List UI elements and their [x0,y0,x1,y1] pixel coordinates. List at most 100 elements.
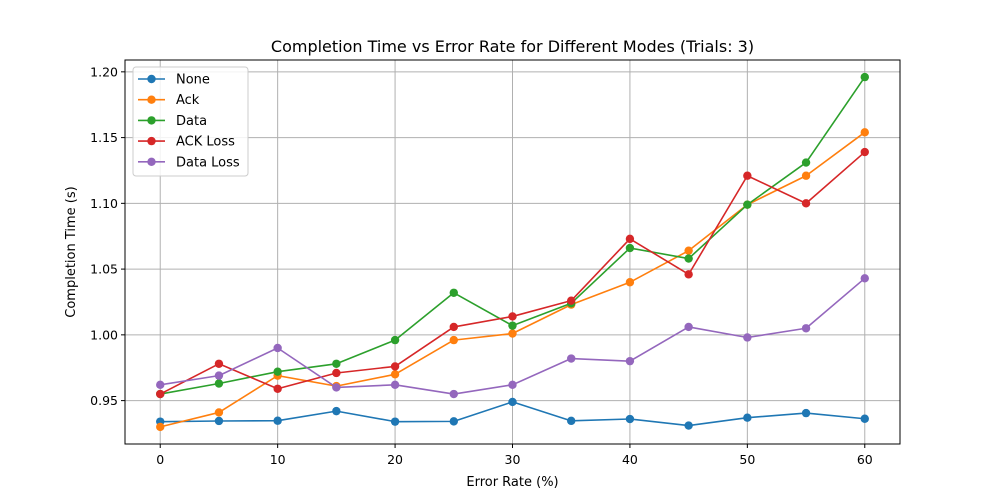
data-point-data-loss [684,322,693,332]
legend-box [132,66,249,177]
data-point-ack-loss [801,199,811,208]
data-point-data-loss [390,380,400,390]
data-point-ack-loss [508,312,517,321]
data-point-ack [156,422,165,432]
x-tick-label: 0 [156,452,164,467]
data-point-none [684,421,693,430]
data-point-data-loss [156,380,165,390]
data-point-data [860,72,869,82]
data-point-ack [860,128,869,137]
data-point-data-loss [567,354,576,363]
data-point-ack-loss [625,234,635,244]
legend: None Ack Data ACK Loss Data Loss [132,66,249,177]
data-point-data-loss [332,383,341,392]
data-point-none [214,416,224,426]
legend-marker [147,136,156,146]
data-point-data [390,335,400,345]
legend-label: Data Loss [176,155,240,170]
data-point-ack [801,171,811,180]
legend-label: ACK Loss [176,135,235,150]
series-data-loss [156,274,869,399]
y-tick-label: 1.05 [90,262,118,277]
data-point-data [449,288,458,297]
series-data [156,72,869,399]
data-point-data [332,359,341,368]
series-ack-loss [156,147,869,399]
data-point-ack-loss [156,389,165,399]
data-point-data [684,254,693,263]
legend-marker [147,157,156,166]
y-tick-label: 1.10 [90,196,118,211]
x-tick-label: 20 [387,452,403,467]
y-tick-label: 1.00 [90,327,118,342]
legend-item-ack: Ack [138,93,200,108]
data-point-ack-loss [449,322,458,332]
data-point-data-loss [214,371,224,380]
legend-item-data-loss: Data Loss [138,155,240,170]
legend-marker [147,95,156,104]
legend-label: Ack [176,93,200,108]
x-tick-label: 50 [739,452,755,467]
data-point-none [332,406,341,416]
data-point-none [625,414,635,424]
x-tick-label: 10 [270,452,286,467]
data-point-data [801,158,811,167]
data-point-none [567,416,576,426]
data-point-data-loss [801,324,811,333]
data-point-ack [390,370,400,379]
data-point-ack-loss [214,359,224,368]
data-point-none [508,397,517,407]
data-point-ack [449,335,458,345]
legend-marker [147,74,156,84]
legend-marker [147,116,156,125]
data-point-data [743,200,752,209]
x-tick-label: 40 [622,452,638,467]
series-group [156,72,869,432]
data-point-ack-loss [567,296,576,305]
legend-item-data: Data [138,114,207,129]
series-none [156,397,869,430]
y-tick-label: 0.95 [90,393,118,408]
data-point-ack [508,329,517,338]
data-point-none [273,416,282,425]
data-point-ack-loss [743,171,752,180]
data-point-ack-loss [332,368,341,378]
data-point-ack [684,246,693,255]
data-point-none [743,413,752,422]
data-point-data [625,243,635,253]
legend-item-none: None [138,73,210,88]
y-axis-label: Completion Time (s) [64,186,79,317]
x-tick-label: 60 [857,452,873,467]
data-point-ack-loss [860,147,869,157]
data-point-data-loss [508,380,517,390]
data-point-ack [625,278,635,287]
data-point-data-loss [625,356,635,366]
data-point-none [801,408,811,418]
data-point-data-loss [860,274,869,283]
x-axis-label: Error Rate (%) [466,475,558,490]
legend-label: None [176,73,210,88]
axis-ticks: 0 10 20 30 40 50 60 0.95 1.00 1.05 1.10 1.15 1.20 [90,64,873,467]
y-tick-label: 1.15 [90,130,118,145]
data-point-data [508,321,517,330]
data-point-data-loss [449,389,458,399]
data-point-none [449,417,458,426]
legend-item-ack-loss: ACK Loss [138,135,235,150]
data-point-ack-loss [390,362,400,371]
x-tick-label: 30 [505,452,521,467]
data-point-ack-loss [273,384,282,393]
data-point-data [273,367,282,376]
plot-frame [124,59,901,445]
data-point-none [860,414,869,423]
data-point-ack-loss [684,270,693,279]
y-tick-label: 1.20 [90,64,118,79]
data-point-data [214,379,224,388]
data-point-ack [214,408,224,417]
data-point-none [390,417,400,426]
grid [125,60,900,444]
chart-title: Completion Time vs Error Rate for Differ… [271,37,754,56]
data-point-data-loss [273,343,282,353]
data-point-data-loss [743,333,752,342]
legend-label: Data [176,114,207,129]
